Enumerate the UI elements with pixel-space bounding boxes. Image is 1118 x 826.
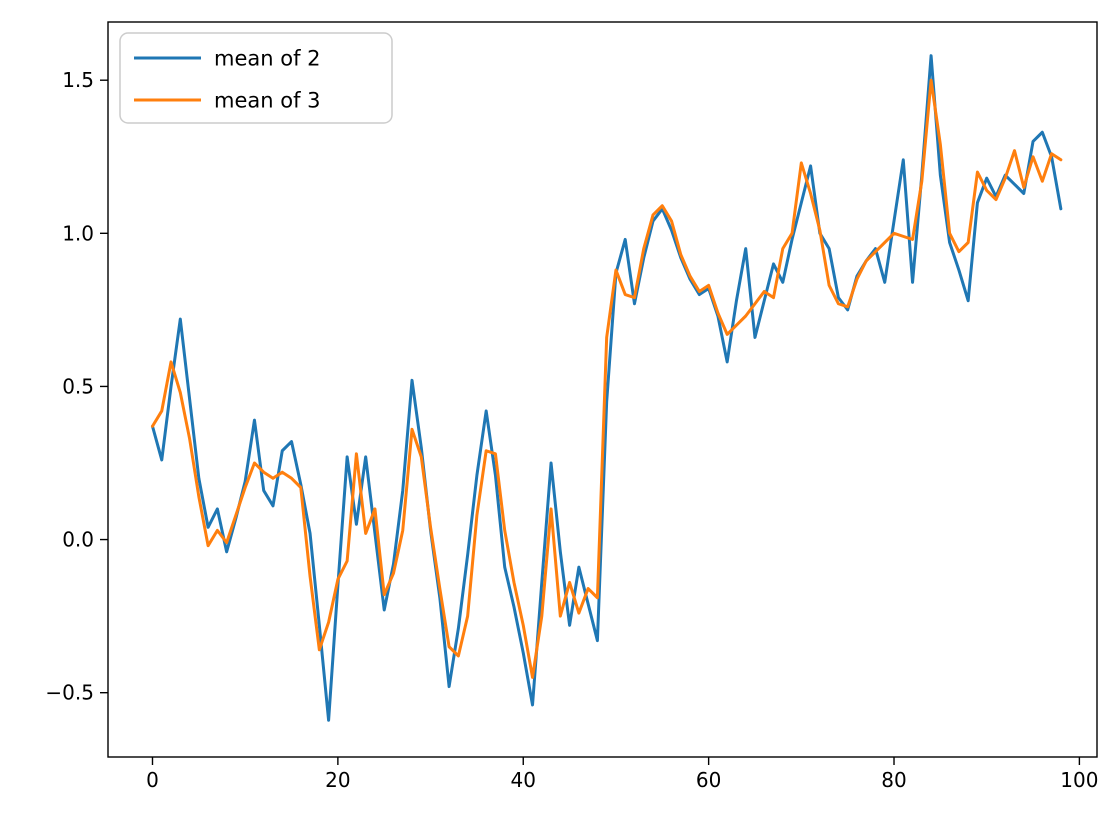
y-tick-label: 0.5 [62, 374, 94, 398]
line-series-mean-of-2 [150, 54, 1063, 722]
y-tick-label: 1.0 [62, 221, 94, 245]
x-tick-label: 40 [511, 768, 536, 792]
legend: mean of 2 mean of 3 [119, 32, 393, 124]
line-series-group [150, 54, 1063, 722]
x-tick-label: 80 [881, 768, 906, 792]
line-series-mean-of-3 [150, 78, 1063, 679]
x-tick-label: 0 [146, 768, 159, 792]
x-tick-label: 100 [1060, 768, 1098, 792]
legend-label-mean-of-3: mean of 3 [214, 89, 321, 113]
axes-spines [107, 21, 1098, 758]
x-tick-label: 60 [696, 768, 721, 792]
y-tick-label: 0.0 [62, 528, 94, 552]
x-tick-label: 20 [325, 768, 350, 792]
y-tick-label: 1.5 [62, 68, 94, 92]
axes-frame: 0 20 40 60 80 100 −0.5 0.0 0.5 1.0 1.5 [45, 21, 1098, 792]
legend-label-mean-of-2: mean of 2 [214, 47, 321, 71]
y-tick-label: −0.5 [45, 681, 94, 705]
